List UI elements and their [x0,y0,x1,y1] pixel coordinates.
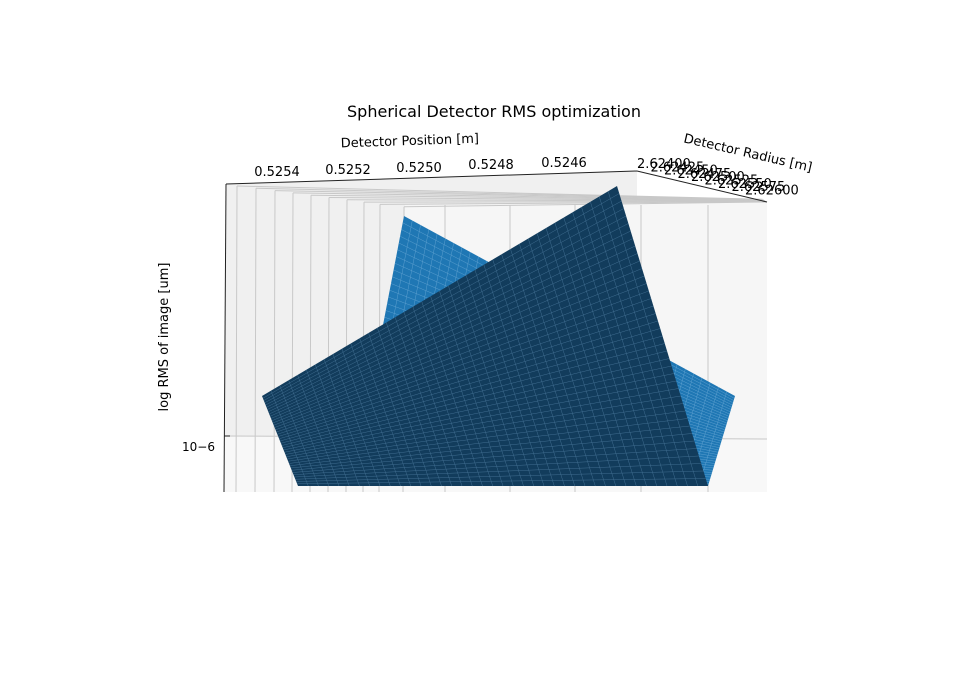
surface-dark-mesh-line [492,259,565,486]
surface-dark-mesh-line [572,212,657,486]
surface-dark-mesh-line [545,227,627,486]
x-tick-label: 0.5250 [396,161,442,176]
surface-dark-mesh-line [280,343,665,444]
x-tick-label: 0.5248 [468,158,514,173]
surface-dark-mesh-line [285,380,677,455]
surface-dark-mesh-line [581,206,668,486]
x-tick-label: 0.5246 [541,156,587,171]
surface-dark-mesh [262,191,706,486]
surface-dark-mesh-line [501,254,575,486]
surface-dark-mesh-line [294,455,699,478]
grid-line-horizontal [346,199,766,202]
surface-dark-mesh-line [554,222,637,486]
surface-dark-mesh-line [519,243,596,486]
grid-line-horizontal [310,194,765,201]
surface-dark-mesh-line [528,238,606,486]
surface-dark-mesh-line [457,280,524,486]
surface-light-mesh-line [698,391,727,486]
surface-dark-mesh-line [283,365,672,451]
grid-line-horizontal [379,201,767,205]
surface-dark-mesh-line [281,350,668,446]
surface-dark-mesh-line [296,470,704,482]
grid-line-horizontal [403,201,768,208]
surface-dark-mesh-line [292,440,695,473]
surface-dark-mesh-line [297,478,706,484]
y-tick-label: 2.62400 [637,157,691,172]
grid-line-horizontal [236,185,763,200]
surface-dark-mesh-line [295,463,702,480]
surface-dark-mesh-line [590,201,678,486]
surface-dark-mesh-line [563,217,647,486]
z-axis-label: log RMS of image [um] [157,263,172,412]
surface-dark-mesh-line [483,264,555,486]
y-tick-labels: 2.624002.624252.624502.624752.625002.625… [637,157,799,198]
surface-dark-mesh-line [288,410,686,464]
chart-title: Spherical Detector RMS optimization [347,102,641,121]
x-tick-label: 0.5254 [254,165,300,180]
grid-line-vertical [273,190,276,493]
x-axis-line [225,170,638,185]
grid-line-horizontal [363,200,767,203]
x-tick-labels: 0.5254 0.5252 0.5250 0.5248 0.5246 [254,156,587,180]
y-tick-label: 2.62425 [651,160,705,175]
y-tick-label: 2.62500 [691,170,745,185]
y-tick-label: 2.62475 [678,167,732,182]
surface-dark-mesh-line [536,233,616,486]
surface-dark-mesh-line [288,403,684,462]
surface-dark-mesh-line [448,285,514,486]
surface-dark-fill [262,186,708,486]
surface-dark-mesh-line [465,275,534,486]
grid-line-vertical [254,188,257,493]
y-tick-label: 2.62550 [718,177,772,192]
y-tick-label: 2.62450 [664,164,718,179]
surface-dark-mesh-line [279,335,663,442]
grid-line-horizontal [274,190,764,201]
surface-dark-mesh-line [607,191,698,486]
surface-dark-mesh-line [293,448,697,475]
y-tick-label: 2.62575 [732,180,786,195]
surface-dark-mesh-line [287,395,681,460]
z-tick-label: 10−6 [182,440,215,454]
x-tick-label: 0.5252 [325,163,371,178]
grid-line-horizontal [292,192,765,201]
surface-dark-mesh-line [289,418,688,466]
y-tick-label: 2.62525 [705,174,759,189]
z-axis-line [223,183,227,493]
surface-dark-mesh-line [282,358,670,448]
surface-dark-mesh-line [510,248,586,486]
surface-dark-mesh-line [290,425,690,469]
surface-dark-mesh-line [286,388,679,457]
x-axis-label: Detector Position [m] [340,132,479,152]
surface-dark-mesh-line [474,269,545,486]
grid-line-vertical [235,185,238,493]
y-tick-label: 2.62600 [745,183,799,198]
surface-dark-mesh-line [599,196,688,486]
surface-dark [262,186,708,486]
surface-dark-mesh-line [284,373,674,453]
grid-line-horizontal [255,187,764,201]
y-axis-line [636,170,768,203]
grid-line-horizontal [328,197,766,202]
surface-dark-mesh-line [291,433,693,471]
